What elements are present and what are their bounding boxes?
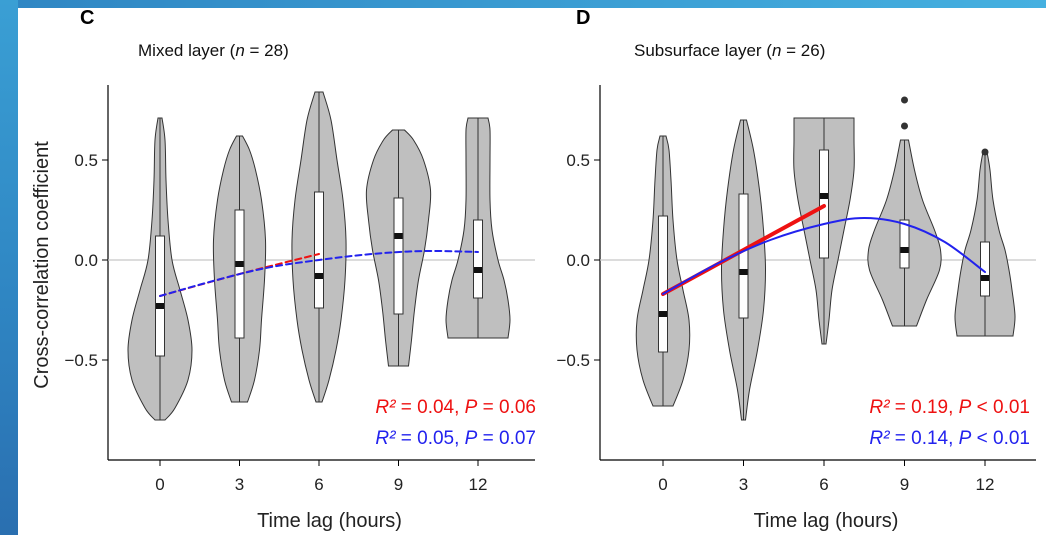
- violin-12: [954, 148, 1016, 337]
- title-n-symbol: n: [235, 41, 244, 60]
- x-tick-label: 3: [739, 475, 748, 494]
- violin-median: [739, 269, 748, 275]
- violin-0: [635, 135, 691, 407]
- r2-value: = 0.05,: [395, 428, 464, 449]
- violin-12: [445, 117, 511, 339]
- r2-value: = 0.14,: [889, 428, 958, 449]
- p-value: = 0.07: [477, 428, 536, 449]
- r2-value: = 0.04,: [395, 397, 464, 418]
- slide-accent-top: [0, 0, 1046, 8]
- y-tick-label: 0.0: [74, 251, 98, 270]
- violin-outlier: [981, 148, 989, 156]
- fit-line-quadratic: [159, 249, 479, 297]
- fit-line-quadratic: [662, 216, 986, 295]
- p-value: = 0.06: [477, 397, 536, 418]
- violin-median: [394, 233, 403, 239]
- x-axis-title: Time lag (hours): [754, 510, 899, 532]
- x-tick-label: 6: [314, 475, 323, 494]
- violin-outlier: [901, 122, 908, 130]
- title-n-symbol: n: [772, 41, 781, 60]
- violin-iqr-box: [314, 191, 324, 309]
- x-tick-label: 0: [155, 475, 164, 494]
- stat-annotation-blue: R² = 0.05, P = 0.07: [375, 428, 536, 449]
- panel-title: Subsurface layer (n = 26): [634, 41, 825, 60]
- p-symbol: P: [959, 397, 972, 418]
- x-tick-label: 12: [469, 475, 488, 494]
- violin-9: [365, 129, 432, 367]
- violin-median: [981, 275, 989, 281]
- r2-symbol: R²: [869, 428, 890, 449]
- violin-median: [156, 303, 164, 309]
- r2-symbol: R²: [375, 397, 396, 418]
- title-prefix: Mixed layer (: [138, 41, 236, 60]
- x-tick-label: 12: [976, 475, 995, 494]
- violin-6: [291, 91, 347, 403]
- y-tick-label: 0.5: [74, 151, 98, 170]
- r2-symbol: R²: [869, 397, 890, 418]
- violin-6: [793, 117, 855, 345]
- violin-iqr-box: [393, 197, 404, 315]
- violin-iqr-box: [738, 193, 749, 319]
- violin-outlier: [901, 96, 908, 104]
- title-prefix: Subsurface layer (: [634, 41, 772, 60]
- violin-3: [720, 119, 767, 421]
- panel-label: C: [80, 7, 94, 29]
- y-axis-title: Cross-correlation coefficient: [31, 141, 53, 389]
- stat-annotation-red: R² = 0.19, P < 0.01: [869, 397, 1030, 418]
- violin-median: [315, 273, 323, 279]
- panel-title: Mixed layer (n = 28): [138, 41, 289, 60]
- y-tick-label: 0.5: [566, 151, 590, 170]
- violin-median: [820, 193, 828, 199]
- p-symbol: P: [465, 397, 478, 418]
- violin-iqr-box: [899, 219, 910, 269]
- violin-median: [659, 311, 667, 317]
- title-suffix: = 26): [781, 41, 825, 60]
- p-value: < 0.01: [971, 428, 1030, 449]
- y-tick-label: −0.5: [64, 351, 98, 370]
- slide-accent-left: [0, 0, 18, 535]
- x-tick-label: 9: [900, 475, 909, 494]
- title-suffix: = 28): [245, 41, 289, 60]
- panel-c: C Mixed layer (n = 28) −0.5 0.0 0.5 0 3 6 9 12 Tim…: [31, 7, 536, 532]
- p-symbol: P: [959, 428, 972, 449]
- violin-median: [900, 247, 909, 253]
- p-symbol: P: [465, 428, 478, 449]
- y-tick-label: −0.5: [556, 351, 590, 370]
- r2-value: = 0.19,: [889, 397, 958, 418]
- stat-annotation-red: R² = 0.04, P = 0.06: [375, 397, 536, 418]
- x-tick-label: 3: [235, 475, 244, 494]
- y-tick-label: 0.0: [566, 251, 590, 270]
- x-tick-label: 6: [819, 475, 828, 494]
- violin-iqr-box: [473, 219, 483, 299]
- x-tick-label: 0: [658, 475, 667, 494]
- violin-median: [235, 261, 244, 267]
- x-axis-title: Time lag (hours): [257, 510, 402, 532]
- r2-symbol: R²: [375, 428, 396, 449]
- x-tick-label: 9: [394, 475, 403, 494]
- stat-annotation-blue: R² = 0.14, P < 0.01: [869, 428, 1030, 449]
- panel-d: D Subsurface layer (n = 26) −0.5 0.0 0.5 0 3 6 9…: [556, 7, 1036, 532]
- p-value: < 0.01: [971, 397, 1030, 418]
- violin-0: [127, 117, 193, 421]
- panel-label: D: [576, 7, 590, 29]
- violin-iqr-box: [658, 215, 668, 353]
- violin-9: [867, 96, 942, 327]
- violin-median: [474, 267, 482, 273]
